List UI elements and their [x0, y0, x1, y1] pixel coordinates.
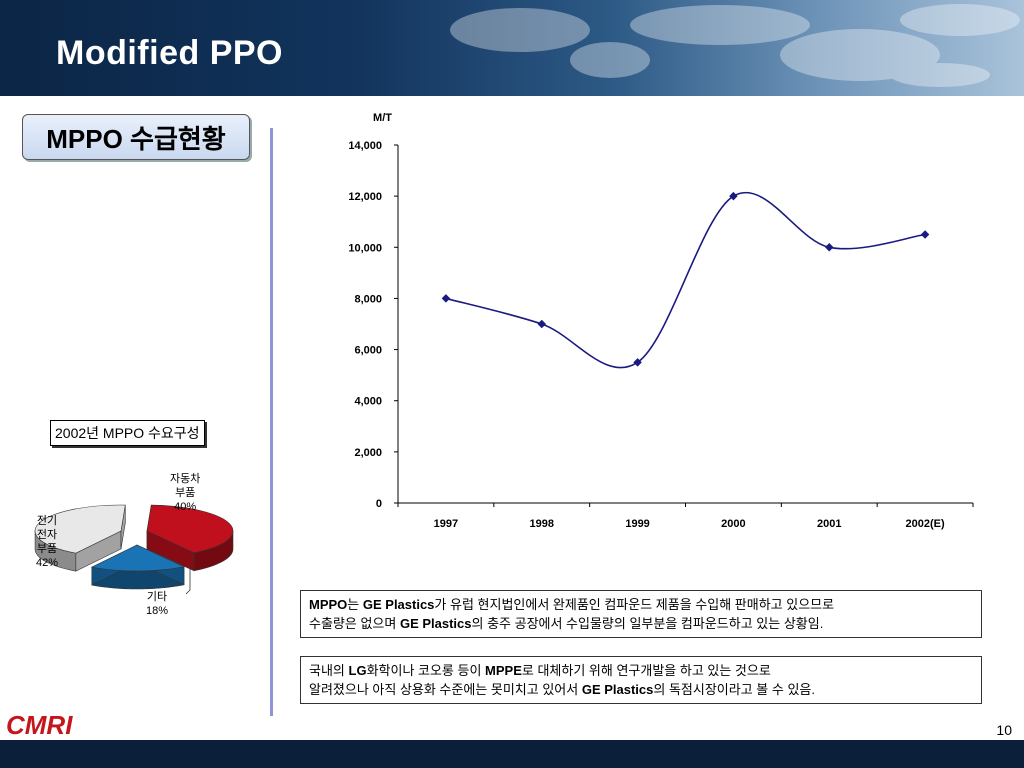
- note-text-run: MPPO: [309, 597, 348, 612]
- pie-slice-name: 부품: [36, 543, 58, 555]
- x-tick-label: 1999: [625, 518, 649, 530]
- data-point-marker: [729, 191, 738, 201]
- data-point-marker: [825, 243, 834, 252]
- slide-header: Modified PPO: [0, 0, 1024, 96]
- divider-line: [270, 128, 273, 716]
- x-tick-label: 2000: [721, 518, 745, 530]
- pie-slice-value: 42%: [36, 557, 59, 569]
- y-tick-label: 8,000: [354, 293, 382, 305]
- pie-chart: [34, 504, 234, 595]
- logo-text: CMRI: [6, 712, 73, 738]
- world-map-background: [450, 4, 1020, 87]
- pie-slice-name: 전기: [36, 515, 58, 527]
- pie-slice: [146, 504, 234, 554]
- note-2-line-2: 알려졌으나 아직 상용화 수준에는 못미치고 있어서 GE Plastics의 …: [309, 680, 973, 699]
- pie-chart-title: 2002년 MPPO 수요구성: [50, 420, 205, 446]
- y-tick-label: 14,000: [348, 140, 382, 152]
- note-text-run: 의 충주 공장에서 수입물량의 일부분을 컴파운드하고 있는 상황임.: [471, 616, 824, 631]
- y-tick-label: 12,000: [348, 191, 382, 203]
- data-point-marker: [441, 294, 451, 303]
- cmri-logo: CMRI: [6, 712, 73, 738]
- section-label: MPPO 수급현황: [22, 114, 250, 160]
- pie-slice-value: 18%: [146, 605, 169, 617]
- note-box-1: MPPO는 GE Plastics가 유럽 현지법인에서 완제품인 컴파운드 제…: [300, 590, 982, 638]
- x-tick-label: 2002(E): [906, 518, 945, 530]
- y-tick-label: 10,000: [348, 242, 382, 254]
- pie-slice-name: 전자: [36, 529, 58, 541]
- note-text-run: 의 독점시장이라고 볼 수 있음.: [653, 682, 815, 697]
- data-point-marker: [920, 230, 930, 239]
- slide-title: Modified PPO: [56, 34, 283, 72]
- pie-leader-line: [185, 567, 191, 595]
- note-text-run: MPPE: [485, 663, 522, 678]
- note-text-run: 국내의: [309, 663, 349, 678]
- series-line: [445, 192, 926, 369]
- pie-slice-name: 부품: [175, 487, 196, 499]
- note-text-run: GE Plastics: [399, 616, 472, 631]
- note-text-run: 수출량은 없으며: [309, 616, 400, 631]
- note-text-run: 알려졌으나 아직 상용화 수준에는 못미치고 있어서: [309, 682, 582, 697]
- x-tick-label: 1997: [434, 518, 458, 530]
- y-tick-label: 6,000: [354, 345, 382, 357]
- x-tick-label: 1998: [530, 518, 554, 530]
- pie-slice-name: 기타: [146, 591, 168, 603]
- note-1-line-2: 수출량은 없으며 GE Plastics의 충주 공장에서 수입물량의 일부분을…: [309, 614, 973, 633]
- y-tick-label: 4,000: [354, 396, 382, 408]
- note-text-run: GE Plastics: [362, 597, 435, 612]
- data-point-marker: [537, 319, 546, 329]
- y-tick-label: 0: [376, 498, 382, 510]
- pie-slice: [34, 504, 126, 554]
- line-chart: M/T 0 2,000 4,000 6,000 8,000 10,000 12,000 14,0…: [348, 112, 974, 530]
- note-text-run: 는: [347, 597, 363, 612]
- note-text-run: LG: [348, 663, 367, 678]
- note-1-line-1: MPPO는 GE Plastics가 유럽 현지법인에서 완제품인 컴파운드 제…: [309, 595, 973, 614]
- pie-slice-value: 40%: [174, 501, 197, 513]
- note-text-run: 로 대체하기 위해 연구개발을 하고 있는 것으로: [521, 663, 771, 678]
- y-axis-unit-label: M/T: [373, 112, 392, 124]
- note-2-line-1: 국내의 LG화학이나 코오롱 등이 MPPE로 대체하기 위해 연구개발을 하고…: [309, 661, 973, 680]
- note-text-run: 화학이나 코오롱 등이: [366, 663, 486, 678]
- data-point-marker: [633, 358, 642, 367]
- slide-footer-bar: [0, 740, 1024, 768]
- pie-slice-label: 기타 18%: [146, 590, 168, 618]
- x-tick-label: 2001: [817, 518, 841, 530]
- pie-slice: [90, 544, 185, 572]
- note-text-run: GE Plastics: [581, 682, 654, 697]
- pie-slice-name: 자동차: [170, 473, 201, 485]
- note-box-2: 국내의 LG화학이나 코오롱 등이 MPPE로 대체하기 위해 연구개발을 하고…: [300, 656, 982, 704]
- note-text-run: 가 유럽 현지법인에서 완제품인 컴파운드 제품을 수입해 판매하고 있으므로: [434, 597, 835, 612]
- y-tick-label: 2,000: [354, 447, 382, 459]
- page-number: 10: [996, 722, 1012, 738]
